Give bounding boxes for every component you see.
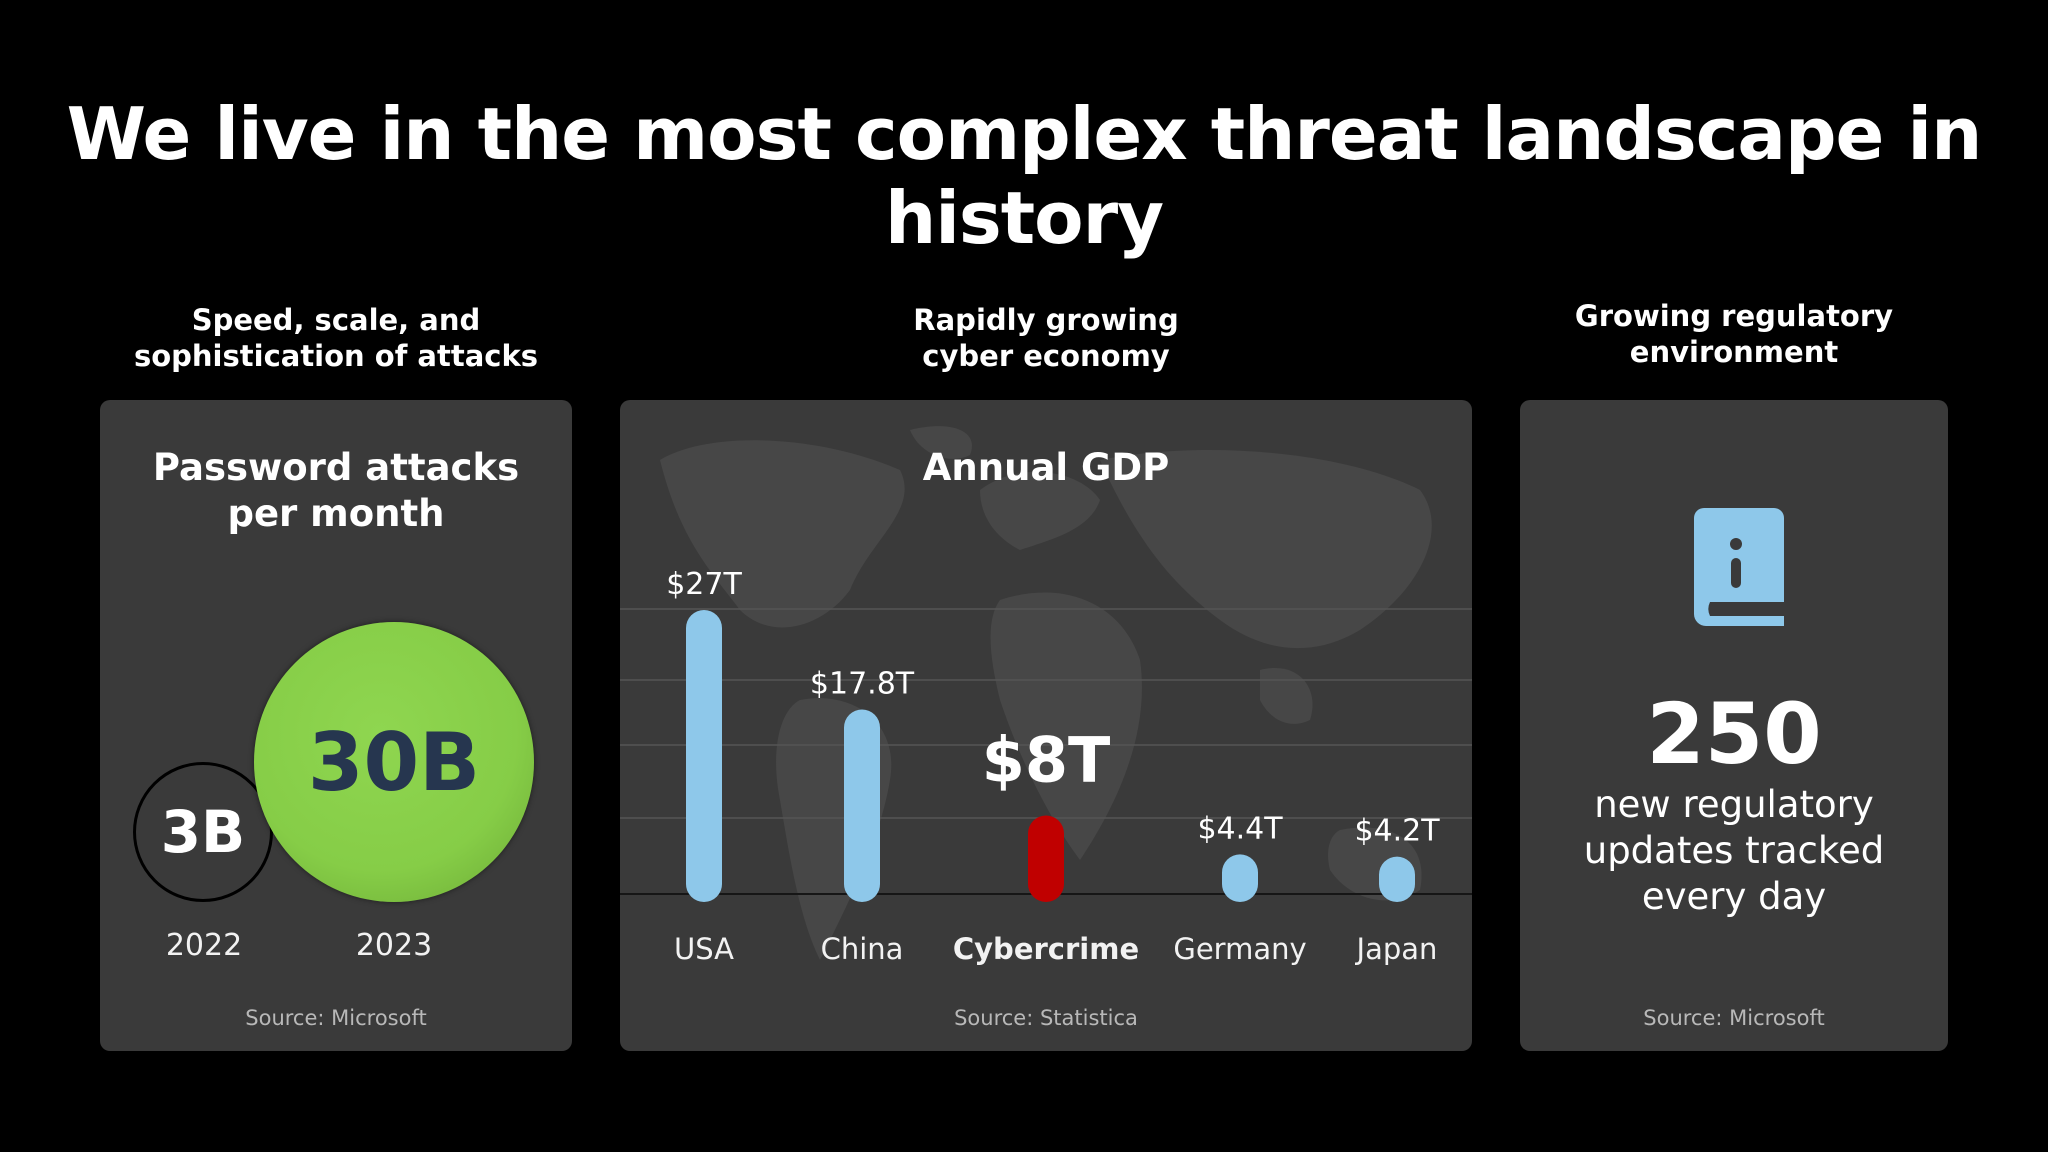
- bubble-2023: 30B: [254, 622, 534, 902]
- year-label-2022: 2022: [165, 928, 243, 963]
- bubble-2022: 3B: [133, 762, 273, 902]
- panel-title-line: Password attacks: [152, 446, 520, 489]
- category-label-usa: USA: [674, 932, 734, 966]
- value-label-cybercrime: $8T: [982, 723, 1111, 796]
- column-heading-economy: Rapidly growing cyber economy: [620, 302, 1472, 374]
- panel-title: Password attacks per month: [100, 445, 572, 537]
- book-info-icon: [1694, 508, 1784, 626]
- column-heading-line: Rapidly growing: [913, 303, 1179, 337]
- regulatory-panel: 250 new regulatory updates tracked every…: [1520, 400, 1948, 1051]
- description-line: every day: [1641, 875, 1827, 918]
- category-label-cybercrime: Cybercrime: [953, 932, 1139, 966]
- value-label-china: $17.8T: [810, 666, 915, 701]
- bar-japan: [1379, 856, 1415, 902]
- bubble-label-2022: 3B: [160, 798, 246, 866]
- bar-china: [844, 709, 880, 902]
- bar-germany: [1222, 854, 1258, 902]
- column-heading-line: cyber economy: [922, 339, 1170, 373]
- source-note: Source: Microsoft: [1643, 1006, 1825, 1030]
- bubble-label-2023: 30B: [307, 715, 481, 809]
- panel-title: Annual GDP: [922, 446, 1170, 489]
- password-attacks-panel: Password attacks per month 3B 30B 2022 2…: [100, 400, 572, 1051]
- source-note: Source: Statistica: [954, 1006, 1138, 1030]
- category-label-china: China: [821, 932, 904, 966]
- year-label-2023: 2023: [355, 928, 433, 963]
- bar-cybercrime: [1028, 815, 1064, 902]
- bar-usa: [686, 610, 722, 902]
- regulatory-updates-description: new regulatory updates tracked every day: [1560, 782, 1908, 920]
- column-heading-regulatory: Growing regulatory environment: [1520, 298, 1948, 370]
- gdp-bars: $27T USA $17.8T China $8T Cybercrime $4.4T Germ…: [666, 567, 1440, 966]
- value-label-japan: $4.2T: [1354, 814, 1440, 849]
- world-map-background: $27T USA $17.8T China $8T Cybercrime $4.4T Germ…: [620, 426, 1472, 966]
- description-line: updates tracked: [1583, 829, 1885, 872]
- category-label-japan: Japan: [1355, 932, 1438, 966]
- gdp-panel: $27T USA $17.8T China $8T Cybercrime $4.4T Germ…: [620, 400, 1472, 1051]
- column-heading-line: Speed, scale, and: [191, 303, 481, 337]
- column-heading-line: environment: [1629, 335, 1839, 369]
- value-label-usa: $27T: [666, 567, 742, 602]
- description-line: new regulatory: [1594, 783, 1874, 826]
- slide-title: We live in the most complex threat lands…: [66, 92, 1983, 260]
- value-label-germany: $4.4T: [1197, 811, 1283, 846]
- column-heading-line: sophistication of attacks: [133, 339, 539, 373]
- panel-title-line: per month: [227, 492, 445, 535]
- source-note: Source: Microsoft: [245, 1006, 427, 1030]
- regulatory-updates-count: 250: [1646, 685, 1822, 783]
- column-heading-line: Growing regulatory: [1574, 299, 1894, 333]
- category-label-germany: Germany: [1173, 932, 1306, 966]
- column-heading-attacks: Speed, scale, and sophistication of atta…: [100, 302, 572, 374]
